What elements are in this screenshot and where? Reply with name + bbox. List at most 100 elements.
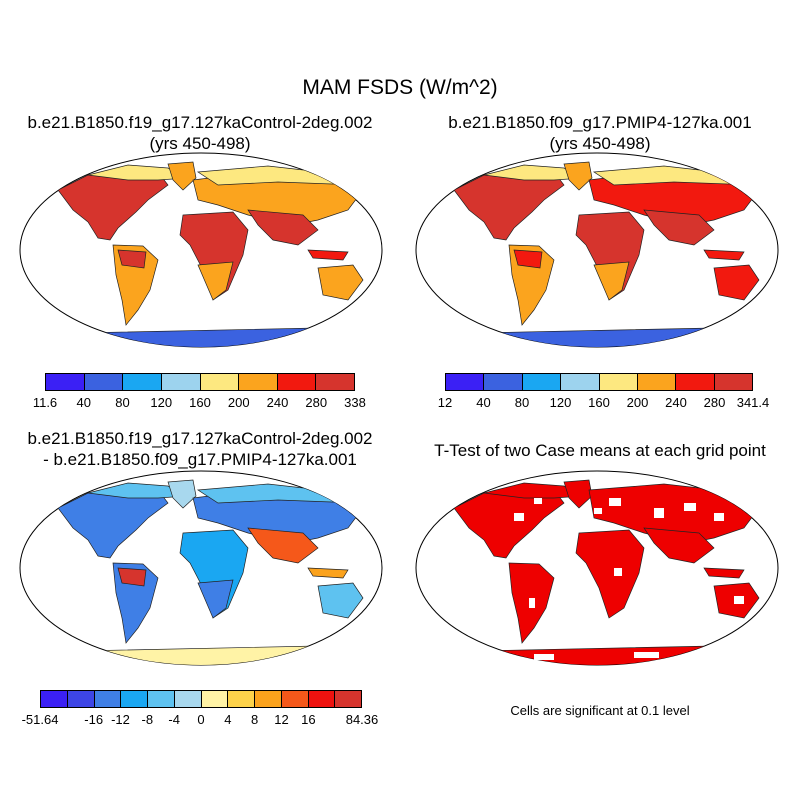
greenland-land — [563, 479, 593, 509]
panel-b-title: b.e21.B1850.f09_g17.PMIP4-127ka.001 (yrs… — [400, 112, 800, 154]
africa-land — [575, 529, 645, 619]
significance-note: Cells are significant at 0.1 level — [510, 703, 690, 718]
amazon-land — [513, 249, 543, 269]
colorbar-b-swatch-4 — [599, 374, 638, 390]
greenland-land — [167, 479, 197, 509]
panel-c-title-line1: b.e21.B1850.f19_g17.127kaControl-2deg.00… — [27, 429, 373, 448]
colorbar-b-label: 120 — [549, 395, 572, 410]
colorbar-c-label: 4 — [224, 712, 232, 727]
panel-c-title: b.e21.B1850.f19_g17.127kaControl-2deg.00… — [0, 428, 400, 470]
amazon-land — [117, 567, 147, 587]
colorbar-b-label: 280 — [703, 395, 726, 410]
africa-land — [179, 211, 249, 301]
australia-land — [317, 264, 364, 301]
map-panel-c — [19, 470, 383, 666]
colorbar-b-swatch-1 — [484, 374, 523, 390]
insignificant-cells — [514, 498, 744, 660]
colorbar-c-swatch-10 — [308, 691, 336, 707]
panel-a-title-line1: b.e21.B1850.f19_g17.127kaControl-2deg.00… — [27, 113, 373, 132]
colorbar-a-swatch-4 — [200, 374, 240, 390]
panel-c-title-line2: - b.e21.B1850.f09_g17.PMIP4-127ka.001 — [43, 450, 357, 469]
colorbar-c-label: 84.36 — [345, 712, 379, 727]
colorbar-a-swatch-0 — [46, 374, 85, 390]
colorbar-c — [40, 690, 362, 708]
australia-land — [713, 264, 760, 301]
colorbar-a-label: 338 — [344, 395, 366, 410]
colorbar-c-label: -51.64 — [21, 712, 59, 727]
colorbar-b-label: 200 — [626, 395, 649, 410]
colorbar-c-swatch-11 — [335, 691, 361, 707]
colorbar-b-label: 240 — [665, 395, 687, 410]
colorbar-a-label: 280 — [305, 395, 328, 410]
colorbar-a-label: 160 — [189, 395, 211, 410]
asia-south-land — [247, 209, 319, 246]
indonesia-land — [307, 567, 349, 579]
asia-south-land — [643, 209, 715, 246]
colorbar-a-label: 200 — [227, 395, 250, 410]
colorbar-c-swatch-8 — [255, 691, 282, 707]
map-panel-b — [415, 152, 779, 348]
colorbar-c-label: -4 — [168, 712, 180, 727]
colorbar-c-label: 8 — [251, 712, 259, 727]
colorbar-a — [45, 373, 355, 391]
southern-africa-land — [593, 261, 630, 301]
indonesia-land — [703, 249, 745, 261]
colorbar-a-swatch-2 — [123, 374, 162, 390]
asia-south-land — [247, 527, 319, 564]
colorbar-b-swatch-5 — [637, 374, 677, 390]
colorbar-c-swatch-1 — [67, 691, 95, 707]
colorbar-c-swatch-3 — [121, 691, 148, 707]
colorbar-a-label: 120 — [150, 395, 173, 410]
colorbar-b-label: 12 — [437, 395, 453, 410]
colorbar-a-label: 80 — [115, 395, 130, 410]
colorbar-b-label: 80 — [514, 395, 530, 410]
colorbar-a-swatch-6 — [277, 374, 317, 390]
africa-land — [179, 529, 249, 619]
colorbar-b-swatch-6 — [676, 374, 715, 390]
panel-b-title-line2: (yrs 450-498) — [549, 134, 651, 153]
colorbar-a-label: 40 — [76, 395, 91, 410]
southern-africa-land — [197, 579, 234, 619]
colorbar-b-swatch-0 — [446, 374, 485, 390]
colorbar-c-swatch-5 — [174, 691, 202, 707]
colorbar-b-swatch-2 — [522, 374, 562, 390]
panel-a-title: b.e21.B1850.f19_g17.127kaControl-2deg.00… — [0, 112, 400, 154]
colorbar-b — [445, 373, 753, 391]
colorbar-b-swatch-3 — [561, 374, 600, 390]
colorbar-c-label: -12 — [111, 712, 130, 727]
amazon-land — [117, 249, 147, 269]
greenland-land — [563, 161, 593, 191]
colorbar-b-label: 341.4 — [736, 395, 770, 410]
colorbar-c-swatch-4 — [148, 691, 175, 707]
australia-land — [317, 582, 364, 619]
colorbar-c-swatch-6 — [201, 691, 229, 707]
colorbar-b-swatch-7 — [714, 374, 752, 390]
colorbar-c-swatch-9 — [281, 691, 309, 707]
panel-a-title-line2: (yrs 450-498) — [149, 134, 251, 153]
colorbar-c-label: 16 — [301, 712, 316, 727]
colorbar-c-swatch-2 — [94, 691, 122, 707]
indonesia-land — [703, 567, 745, 579]
colorbar-a-swatch-7 — [316, 374, 354, 390]
colorbar-c-swatch-0 — [41, 691, 68, 707]
colorbar-c-label: -16 — [84, 712, 104, 727]
africa-land — [575, 211, 645, 301]
colorbar-b-label: 40 — [476, 395, 491, 410]
colorbar-c-label: 0 — [197, 712, 205, 727]
colorbar-b-label: 160 — [588, 395, 610, 410]
map-panel-a — [19, 152, 383, 348]
colorbar-a-label: 11.6 — [32, 395, 58, 410]
map-panel-d — [415, 470, 779, 666]
colorbar-c-label: -8 — [141, 712, 154, 727]
colorbar-c-label: 12 — [274, 712, 289, 727]
figure-title: MAM FSDS (W/m^2) — [302, 76, 498, 99]
colorbar-c-swatch-7 — [228, 691, 255, 707]
greenland-land — [167, 161, 197, 191]
colorbar-a-swatch-3 — [161, 374, 201, 390]
panel-b-title-line1: b.e21.B1850.f09_g17.PMIP4-127ka.001 — [448, 113, 752, 132]
indonesia-land — [307, 249, 349, 261]
panel-d-title: T-Test of two Case means at each grid po… — [434, 441, 766, 460]
southern-africa-land — [197, 261, 234, 301]
colorbar-a-label: 240 — [266, 395, 289, 410]
asia-south-land — [643, 527, 715, 564]
